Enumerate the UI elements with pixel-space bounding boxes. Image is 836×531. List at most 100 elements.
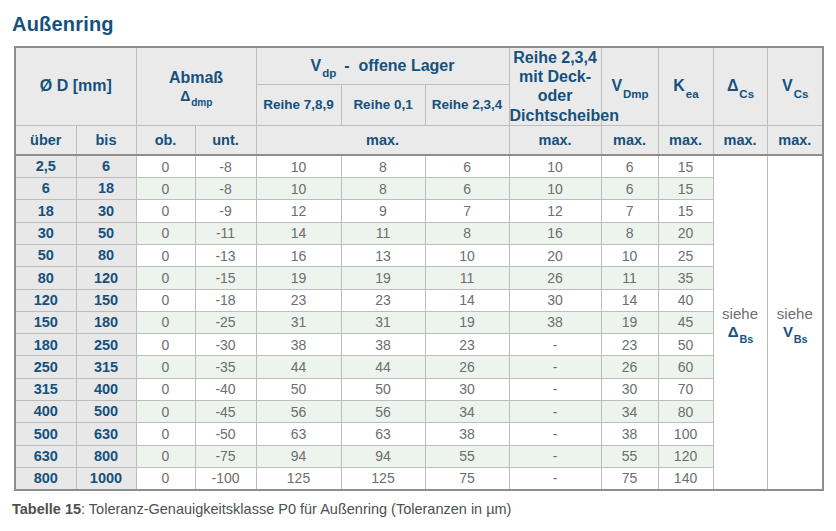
value-cell: 34: [425, 401, 509, 423]
range-cell: 50: [15, 244, 76, 266]
max-label-delta-cs: max.: [713, 125, 767, 155]
value-cell: -45: [195, 401, 256, 423]
value-cell: 55: [425, 445, 509, 467]
range-cell: 150: [76, 289, 136, 311]
value-cell: 23: [256, 289, 341, 311]
table-row: 1201500-18232314301440: [15, 289, 823, 311]
diameter-label: Ø D [mm]: [40, 77, 112, 94]
value-cell: 8: [341, 155, 425, 177]
value-cell: 44: [256, 356, 341, 378]
column-header-reihe-01: Reihe 0,1: [341, 84, 425, 125]
value-cell: 15: [658, 178, 713, 200]
value-cell: -11: [195, 222, 256, 244]
value-cell: 23: [341, 289, 425, 311]
value-cell: -: [509, 445, 601, 467]
value-cell: 56: [256, 401, 341, 423]
table-row: 6308000-75949455-55120: [15, 445, 823, 467]
value-cell: -9: [195, 200, 256, 222]
table-row: 6180-8108610615: [15, 178, 823, 200]
value-cell: 6: [601, 178, 658, 200]
value-cell: 11: [601, 267, 658, 289]
value-cell: 63: [256, 423, 341, 445]
value-cell: 63: [341, 423, 425, 445]
max-label-vdmp: max.: [601, 125, 658, 155]
value-cell: 0: [136, 467, 195, 489]
value-cell: -25: [195, 311, 256, 333]
range-cell: 150: [15, 311, 76, 333]
range-cell: 315: [76, 356, 136, 378]
value-cell: 94: [256, 445, 341, 467]
see-reference-cell: sieheΔBs: [713, 155, 767, 489]
value-cell: 8: [341, 178, 425, 200]
value-cell: -8: [195, 178, 256, 200]
table-row: 1501800-25313119381945: [15, 311, 823, 333]
range-cell: 630: [15, 445, 76, 467]
range-cell: 18: [15, 200, 76, 222]
value-cell: 9: [341, 200, 425, 222]
value-cell: 26: [425, 356, 509, 378]
value-cell: 0: [136, 222, 195, 244]
value-cell: 34: [601, 401, 658, 423]
table-row: 5006300-50636338-38100: [15, 423, 823, 445]
value-cell: 50: [256, 378, 341, 400]
value-cell: 20: [509, 244, 601, 266]
value-cell: 94: [341, 445, 425, 467]
table-row: 30500-111411816820: [15, 222, 823, 244]
value-cell: 30: [601, 378, 658, 400]
value-cell: 0: [136, 311, 195, 333]
value-cell: 10: [256, 155, 341, 177]
value-cell: 8: [601, 222, 658, 244]
table-caption: Tabelle 15: Toleranz-Genauigkeitsklasse …: [12, 501, 511, 517]
value-cell: 6: [601, 155, 658, 177]
column-header-vcs: VCs: [767, 47, 823, 125]
value-cell: 60: [658, 356, 713, 378]
range-cell: 400: [76, 378, 136, 400]
value-cell: -: [509, 467, 601, 489]
table-row: 2,560-8108610615sieheΔBssieheVBs: [15, 155, 823, 177]
table-row: 80010000-10012512575-75140: [15, 467, 823, 489]
value-cell: 0: [136, 401, 195, 423]
range-cell: 800: [76, 445, 136, 467]
value-cell: 23: [425, 334, 509, 356]
value-cell: 19: [601, 311, 658, 333]
column-header-vdp-group: Vdp - offene Lager: [256, 47, 509, 84]
value-cell: 10: [425, 244, 509, 266]
value-cell: 13: [341, 244, 425, 266]
value-cell: 50: [341, 378, 425, 400]
value-cell: 38: [341, 334, 425, 356]
value-cell: 56: [341, 401, 425, 423]
table-body: 2,560-8108610615sieheΔBssieheVBs6180-810…: [15, 155, 823, 489]
value-cell: 15: [658, 155, 713, 177]
column-header-kea: Kea: [658, 47, 713, 125]
range-cell: 6: [76, 155, 136, 177]
value-cell: -18: [195, 289, 256, 311]
range-cell: 30: [15, 222, 76, 244]
value-cell: -: [509, 356, 601, 378]
table-row: 4005000-45565634-3480: [15, 401, 823, 423]
caption-number: Tabelle 15: [12, 501, 81, 517]
range-cell: 120: [15, 289, 76, 311]
range-cell: 315: [15, 378, 76, 400]
range-cell: 180: [76, 311, 136, 333]
value-cell: 10: [509, 155, 601, 177]
column-header-ueber: über: [15, 125, 76, 155]
max-label-deck: max.: [509, 125, 601, 155]
value-cell: 50: [658, 334, 713, 356]
value-cell: 0: [136, 178, 195, 200]
table-row: 801200-15191911261135: [15, 267, 823, 289]
table-row: 50800-13161310201025: [15, 244, 823, 266]
value-cell: 80: [658, 401, 713, 423]
value-cell: 38: [256, 334, 341, 356]
value-cell: 11: [341, 222, 425, 244]
value-cell: -15: [195, 267, 256, 289]
value-cell: 125: [256, 467, 341, 489]
value-cell: 0: [136, 445, 195, 467]
column-header-bis: bis: [76, 125, 136, 155]
max-label-vdp: max.: [256, 125, 509, 155]
range-cell: 500: [15, 423, 76, 445]
value-cell: 6: [425, 178, 509, 200]
value-cell: 14: [425, 289, 509, 311]
value-cell: 6: [425, 155, 509, 177]
value-cell: 19: [341, 267, 425, 289]
value-cell: 11: [425, 267, 509, 289]
